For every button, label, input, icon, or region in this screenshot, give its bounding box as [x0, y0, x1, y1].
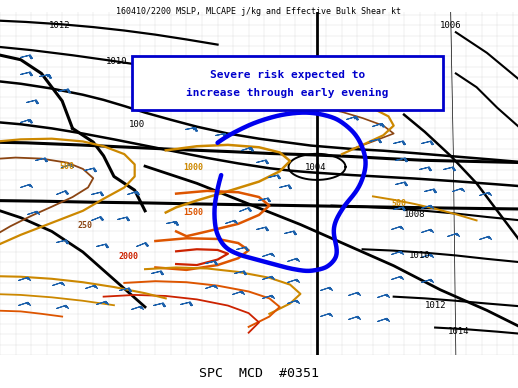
Text: 1012: 1012 — [49, 21, 70, 30]
Text: 1008: 1008 — [404, 210, 425, 219]
Text: 2000: 2000 — [119, 252, 138, 261]
Text: Severe risk expected to: Severe risk expected to — [210, 70, 365, 80]
Text: 500: 500 — [60, 162, 75, 171]
FancyBboxPatch shape — [132, 56, 443, 109]
Text: SPC  MCD  #0351: SPC MCD #0351 — [199, 367, 319, 380]
Text: 500: 500 — [248, 100, 262, 109]
Text: 1012: 1012 — [424, 301, 446, 310]
Text: 1006: 1006 — [440, 21, 462, 30]
Text: 100: 100 — [129, 120, 146, 130]
Text: 1010: 1010 — [409, 251, 430, 260]
Text: 500: 500 — [392, 199, 406, 208]
Text: 1000: 1000 — [183, 163, 203, 172]
Text: 1004: 1004 — [305, 163, 327, 172]
Text: increase through early evening: increase through early evening — [186, 88, 388, 98]
Text: 1500: 1500 — [183, 208, 203, 217]
Text: 160410/2200 MSLP, MLCAPE j/kg and Effective Bulk Shear kt: 160410/2200 MSLP, MLCAPE j/kg and Effect… — [117, 7, 401, 16]
Text: 250: 250 — [78, 221, 93, 230]
Text: 1014: 1014 — [448, 327, 469, 336]
Text: 1010: 1010 — [106, 57, 127, 66]
Text: 250: 250 — [274, 105, 288, 114]
